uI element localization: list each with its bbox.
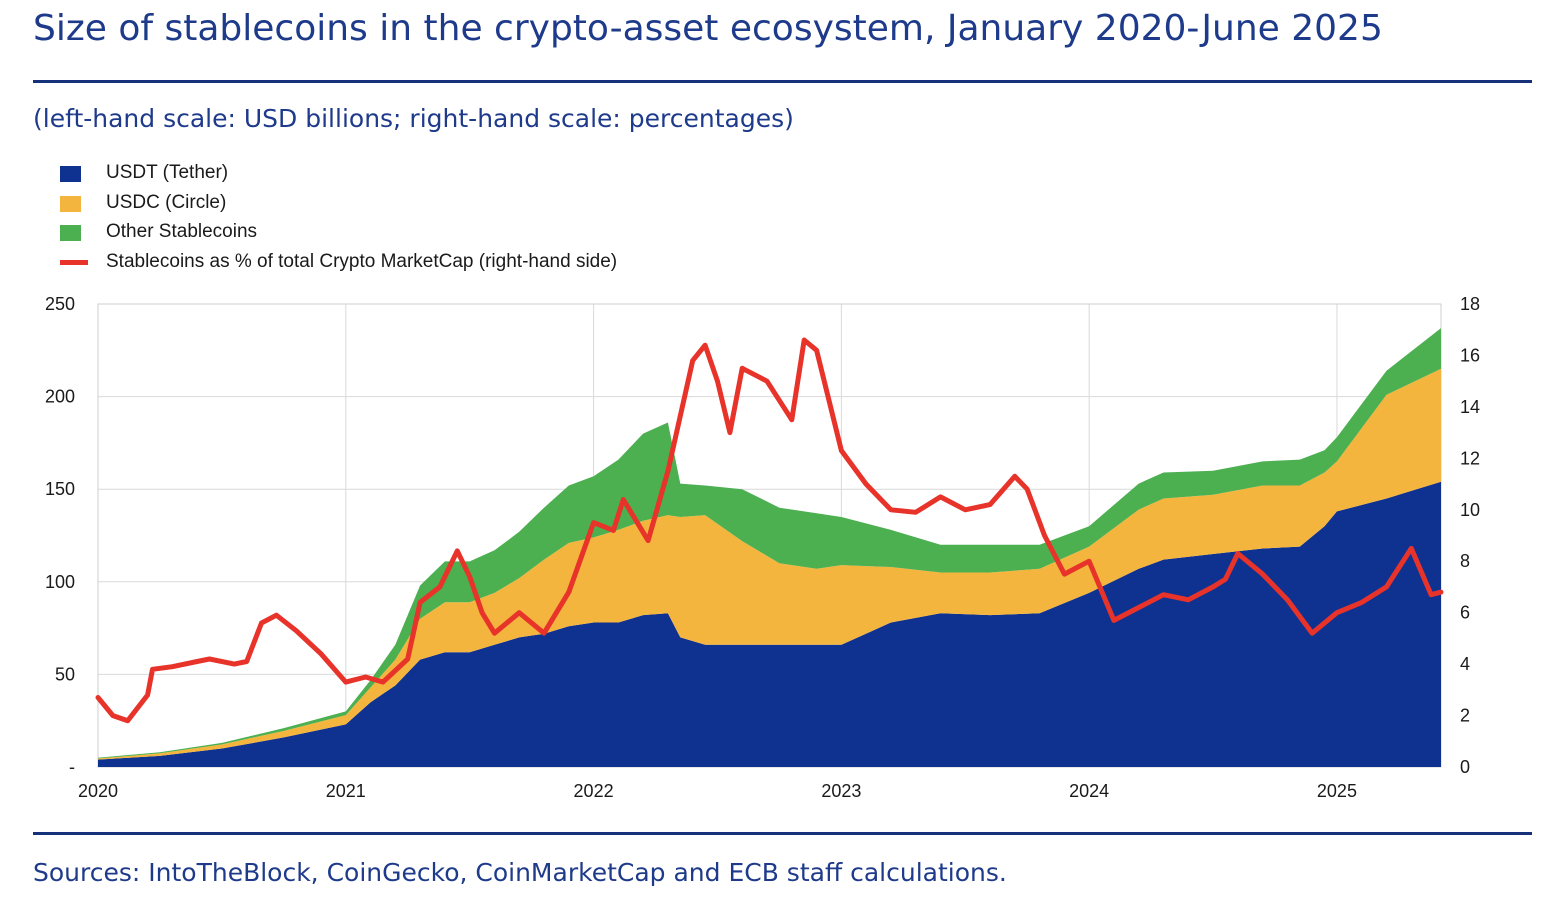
right-axis-tick-label: 10 bbox=[1460, 500, 1480, 520]
right-axis-tick-label: 8 bbox=[1460, 551, 1470, 571]
left-axis-tick-label: - bbox=[69, 757, 75, 777]
top-divider bbox=[33, 80, 1532, 83]
legend-swatch-usdc bbox=[60, 195, 81, 212]
right-axis-tick-label: 16 bbox=[1460, 345, 1480, 365]
right-axis-tick-label: 0 bbox=[1460, 757, 1470, 777]
area-other bbox=[98, 328, 1441, 759]
x-axis-tick-label: 2021 bbox=[326, 781, 366, 801]
x-axis-tick-label: 2023 bbox=[821, 781, 861, 801]
stacked-area-chart: - 50 100 150 200 250 0 2 4 6 8 10 12 14 16 18 2020 2021 20… bbox=[45, 294, 1480, 801]
ratio-line bbox=[95, 337, 1444, 724]
right-axis-tick-label: 2 bbox=[1460, 706, 1470, 726]
axes: - 50 100 150 200 250 0 2 4 6 8 10 12 14 16 18 2020 2021 20… bbox=[45, 294, 1480, 801]
area-usdc bbox=[98, 368, 1441, 760]
legend-label-other: Other Stablecoins bbox=[106, 221, 258, 242]
legend-swatch-other bbox=[60, 225, 81, 241]
left-axis-tick-label: 250 bbox=[45, 294, 75, 314]
ratio-line-series bbox=[95, 337, 1444, 724]
chart-subtitle: (left-hand scale: USD billions; right-ha… bbox=[33, 104, 794, 133]
legend-swatch-usdt bbox=[60, 166, 81, 182]
right-axis-tick-label: 14 bbox=[1460, 397, 1480, 417]
chart-title: Size of stablecoins in the crypto-asset … bbox=[33, 8, 1383, 49]
bottom-divider bbox=[33, 832, 1532, 835]
x-axis-tick-label: 2025 bbox=[1317, 781, 1357, 801]
x-axis-tick-label: 2020 bbox=[78, 781, 118, 801]
left-axis-tick-label: 50 bbox=[55, 664, 75, 684]
right-axis-tick-label: 18 bbox=[1460, 294, 1480, 314]
left-axis-tick-label: 100 bbox=[45, 572, 75, 592]
right-axis-tick-label: 12 bbox=[1460, 448, 1480, 468]
legend-label-ratio: Stablecoins as % of total Crypto MarketC… bbox=[106, 250, 618, 272]
x-axis-tick-label: 2022 bbox=[574, 781, 614, 801]
right-axis-tick-label: 6 bbox=[1460, 603, 1470, 623]
source-note: Sources: IntoTheBlock, CoinGecko, CoinMa… bbox=[33, 858, 1007, 887]
legend-line-ratio bbox=[60, 259, 88, 265]
area-series bbox=[98, 328, 1441, 767]
area-usdt bbox=[98, 481, 1441, 767]
right-axis-tick-label: 4 bbox=[1460, 654, 1470, 674]
legend-label-usdc: USDC (Circle) bbox=[106, 191, 227, 213]
left-axis-tick-label: 150 bbox=[45, 479, 75, 499]
left-axis-tick-label: 200 bbox=[45, 387, 75, 407]
legend-label-usdt: USDT (Tether) bbox=[106, 162, 229, 183]
x-axis-tick-label: 2024 bbox=[1069, 781, 1109, 801]
